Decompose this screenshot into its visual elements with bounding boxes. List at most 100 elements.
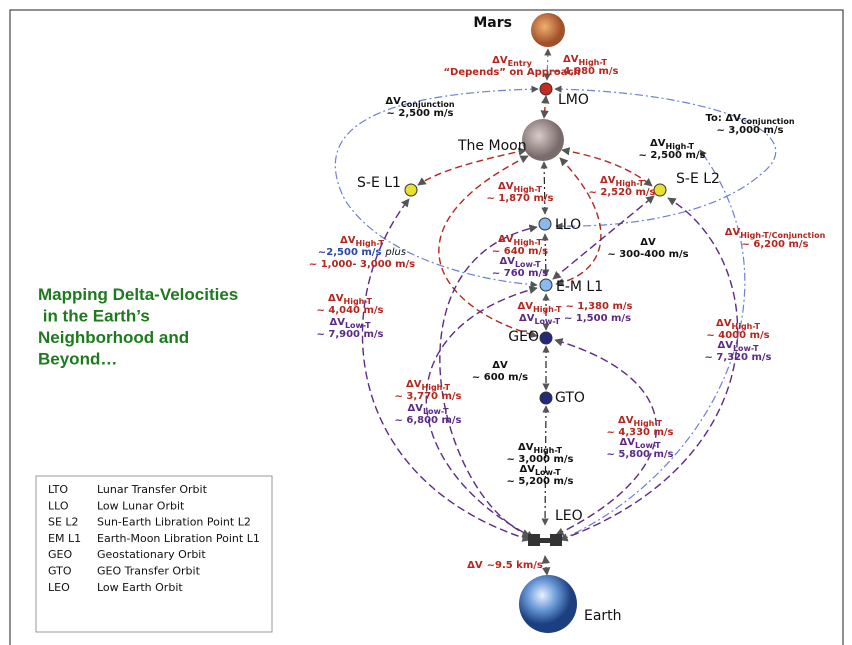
shape: [540, 538, 550, 543]
connector: [545, 406, 546, 525]
legend-meaning: Geostationary Orbit: [97, 548, 206, 561]
connector: [544, 162, 545, 214]
dv-symbol: ΔV: [498, 234, 514, 245]
title-line: Mapping Delta-Velocities: [38, 285, 238, 304]
legend-abbr: SE L2: [48, 516, 79, 529]
eml1-dot: [540, 279, 552, 291]
title-line: Neighborhood and: [38, 328, 189, 347]
dv-symbol: ΔV: [328, 293, 344, 304]
dv-symbol: ΔV: [406, 379, 422, 390]
legend-meaning: Low Earth Orbit: [97, 581, 183, 594]
dv-label: ΔV~9.5 km/s: [467, 560, 543, 571]
dv-note: plus: [384, 247, 406, 258]
legend-meaning: Earth-Moon Libration Point L1: [97, 532, 260, 545]
legend-abbr: GEO: [48, 548, 72, 561]
dv-symbol: ΔV: [499, 256, 515, 267]
dv-value: ~ 7,320 m/s: [705, 352, 772, 363]
dv-symbol: ΔV: [650, 138, 666, 149]
sel1-dot: [405, 184, 417, 196]
dv-value: ~ 7,900 m/s: [317, 329, 384, 340]
dv-symbol: ΔV: [600, 175, 616, 186]
legend-meaning: Lunar Transfer Orbit: [97, 483, 208, 496]
dv-symbol: ΔV: [385, 96, 401, 107]
dv-symbol: To: ΔV: [705, 113, 741, 124]
dv-value: ~ 4,040 m/s: [317, 305, 384, 316]
dv-value: ~ 4,330 m/s: [607, 427, 674, 438]
title-line: Beyond…: [38, 350, 117, 369]
dv-value: ~ 300-400 m/s: [607, 249, 688, 260]
dv-symbol: ΔV: [518, 301, 534, 312]
dv-value: ~ 2,500 m/s: [639, 150, 706, 161]
node-label: S-E L2: [676, 171, 720, 187]
dv-symbol: ΔV: [492, 360, 508, 371]
dv-symbol: ΔV: [498, 181, 514, 192]
dv-value: ~ 1,500 m/s: [564, 313, 631, 324]
node-label: Earth: [584, 608, 622, 624]
dv-value: ~ 4000 m/s: [706, 330, 769, 341]
dv-value: ~ 3,000 m/s: [507, 454, 574, 465]
dv-value: ~ 3,770 m/s: [395, 391, 462, 402]
earth: [519, 575, 577, 633]
shape: [528, 534, 540, 546]
title: Mapping Delta-Velocities in the Earth’s N…: [38, 285, 238, 369]
legend-abbr: EM L1: [48, 532, 81, 545]
mars: [531, 13, 565, 47]
connector: [418, 150, 526, 185]
dv-value: ~ 2,520 m/s: [589, 187, 656, 198]
dv-value: ~ 760 m/s: [492, 268, 548, 279]
node-label: E-M L1: [556, 279, 603, 295]
dv-value: ~ 6,800 m/s: [395, 415, 462, 426]
dv-label: ΔV: [492, 360, 508, 371]
dv-value: ~ 4,080 m/s: [552, 66, 619, 77]
dv-symbol: ΔV: [340, 235, 356, 246]
dv-label: ΔV: [640, 237, 656, 248]
dv-symbol: ΔV: [518, 442, 534, 453]
connector: [553, 196, 654, 279]
connector: [544, 96, 546, 118]
geo-dot: [540, 332, 552, 344]
dv-value: ~ 6,200 m/s: [742, 239, 809, 250]
dv-symbol: ΔV: [640, 237, 656, 248]
dv-symbol: ΔV: [717, 340, 733, 351]
shape: [550, 534, 562, 546]
dv-value: ~9.5 km/s: [487, 560, 543, 571]
node-label: GTO: [555, 390, 585, 406]
legend-abbr: LEO: [48, 581, 70, 594]
dv-value: ~ 1,000- 3,000 m/s: [309, 259, 415, 270]
node-label: S-E L1: [357, 175, 401, 191]
dv-symbol: ΔV: [619, 437, 635, 448]
station: [528, 534, 562, 546]
dv-symbol: ΔV: [329, 317, 345, 328]
diagram: Mapping Delta-Velocities in the Earth’s N…: [0, 0, 852, 645]
dv-value: ~ 2,500 m/s: [387, 108, 454, 119]
node-label: LEO: [555, 508, 583, 524]
legend-meaning: Low Lunar Orbit: [97, 499, 185, 512]
dv-symbol: ΔV: [519, 313, 535, 324]
node-label: LLO: [555, 217, 581, 233]
dv-subscript: Low-T: [534, 317, 560, 326]
node-label: Mars: [473, 15, 512, 31]
dv-value: ~ 600 m/s: [472, 372, 528, 383]
legend-meaning: GEO Transfer Orbit: [97, 565, 201, 578]
dv-value-part: ~2,500 m/s: [318, 247, 382, 258]
legend-abbr: LTO: [48, 483, 68, 496]
gto-dot: [540, 392, 552, 404]
node-label: GEO: [508, 329, 539, 345]
sel2-dot: [654, 184, 666, 196]
dv-symbol: ΔV: [563, 54, 579, 65]
dv-value: ~ 5,800 m/s: [607, 449, 674, 460]
dv-subscript: High-T: [533, 305, 562, 314]
dv-value: ~ 3,000 m/s: [717, 125, 784, 136]
dv-symbol: ΔV: [725, 227, 741, 238]
title-line: in the Earth’s: [38, 307, 150, 326]
legend-abbr: GTO: [48, 565, 72, 578]
dv-symbol: ΔV: [519, 464, 535, 475]
dv-symbol: ΔV: [492, 55, 508, 66]
connector: [545, 556, 547, 575]
dv-value: ~ 5,200 m/s: [507, 476, 574, 487]
dv-label: ΔVLow-T ~ 1,500 m/s: [519, 313, 631, 326]
legend-abbr: LLO: [48, 499, 69, 512]
moon: [522, 119, 564, 161]
